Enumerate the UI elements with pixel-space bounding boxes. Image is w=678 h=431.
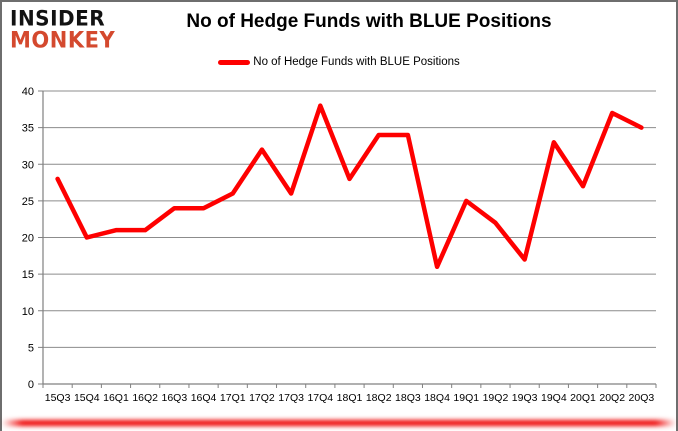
x-axis-tick-label: 15Q3	[45, 392, 71, 404]
y-axis-tick-label: 25	[22, 196, 34, 208]
x-axis-tick-label: 19Q3	[512, 392, 538, 404]
x-axis-tick-label: 19Q1	[453, 392, 479, 404]
bottom-red-glow	[2, 420, 676, 426]
logo-text-monkey: MONKEY	[10, 27, 116, 53]
legend: No of Hedge Funds with BLUE Positions	[0, 56, 678, 68]
y-axis-tick-label: 30	[22, 159, 34, 171]
y-axis-tick-label: 10	[22, 306, 34, 318]
x-axis-tick-label: 17Q1	[220, 392, 246, 404]
x-axis-tick-label: 18Q1	[337, 392, 363, 404]
y-axis-tick-label: 0	[28, 379, 34, 391]
x-axis-tick-label: 16Q3	[162, 392, 188, 404]
y-axis-tick-label: 20	[22, 233, 34, 245]
x-axis-tick-label: 16Q2	[132, 392, 158, 404]
y-axis-tick-label: 15	[22, 269, 34, 281]
logo-text-insider: INSIDER	[10, 5, 106, 31]
x-axis-tick-label: 18Q4	[424, 392, 450, 404]
y-axis-tick-label: 40	[22, 86, 34, 98]
y-axis-tick-label: 35	[22, 123, 34, 135]
series-line-blue-positions	[55, 103, 644, 270]
legend-line-swatch	[218, 59, 251, 65]
chart-title: No of Hedge Funds with BLUE Positions	[186, 11, 552, 32]
y-axis-tick-label: 5	[28, 342, 34, 354]
x-axis-tick-label: 19Q2	[483, 392, 509, 404]
x-axis-tick-label: 18Q3	[395, 392, 421, 404]
x-axis-tick-label: 16Q4	[191, 392, 217, 404]
x-axis-tick-label: 15Q4	[74, 392, 100, 404]
x-axis-tick-label: 16Q1	[103, 392, 129, 404]
x-axis-tick-label: 18Q2	[366, 392, 392, 404]
x-axis-tick-label: 20Q1	[570, 392, 596, 404]
x-axis-tick-label: 20Q2	[599, 392, 625, 404]
x-axis-tick-label: 19Q4	[541, 392, 567, 404]
x-axis-tick-label: 17Q3	[278, 392, 304, 404]
insider-monkey-logo: INSIDER MONKEY	[10, 5, 116, 53]
x-axis-tick-label: 17Q2	[249, 392, 275, 404]
x-axis-tick-label: 20Q3	[629, 392, 655, 404]
legend-label: No of Hedge Funds with BLUE Positions	[253, 56, 460, 68]
x-axis-tick-label: 17Q4	[307, 392, 333, 404]
